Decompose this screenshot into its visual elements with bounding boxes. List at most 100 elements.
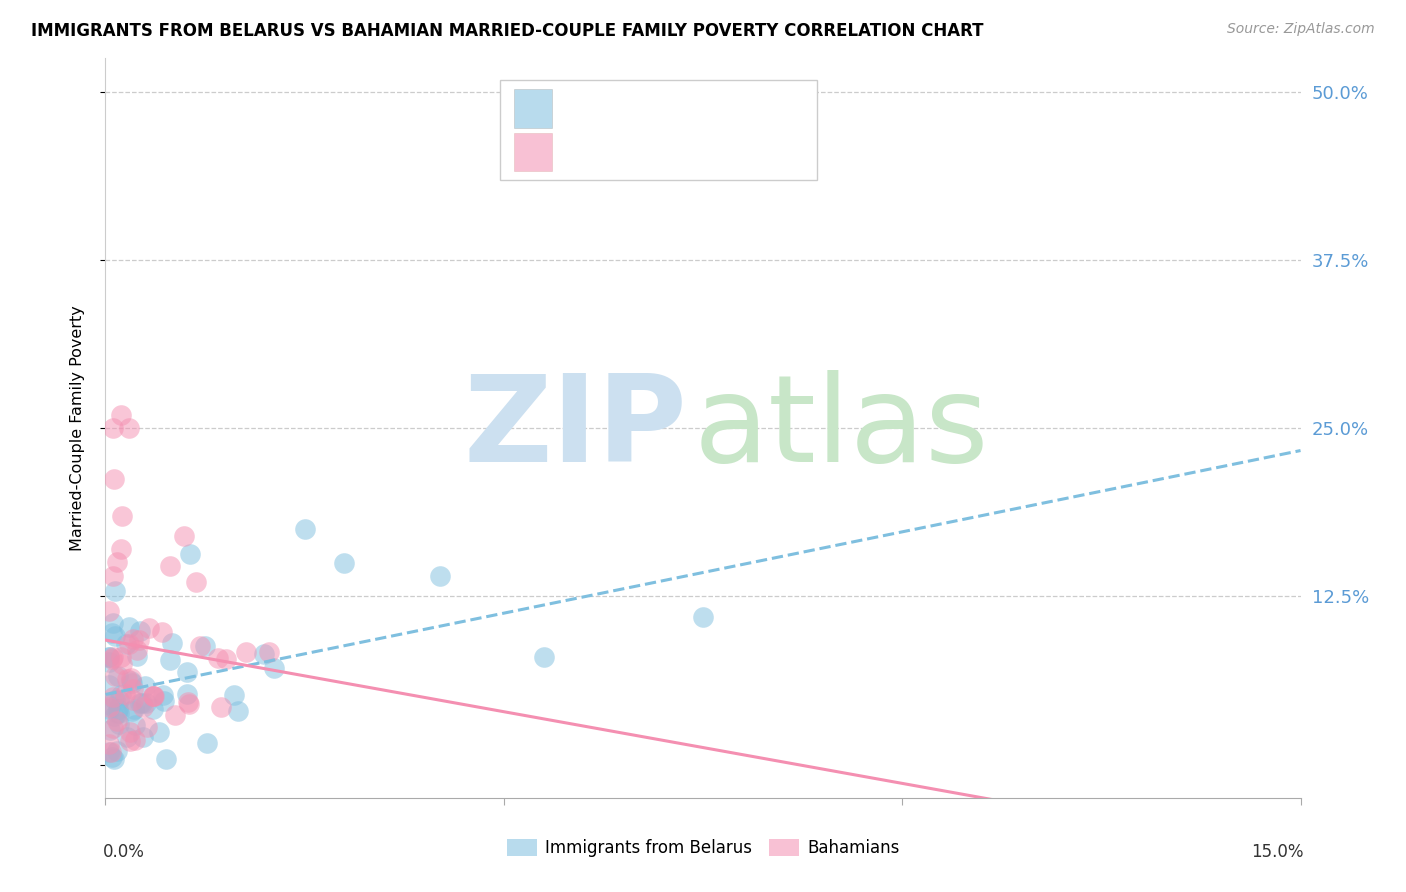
Point [153, 694, 176, 708]
Point [114, 687, 136, 701]
Point [120, 733, 142, 747]
FancyBboxPatch shape [515, 89, 553, 128]
Point [115, 672, 138, 686]
Point [179, 547, 201, 561]
Point [207, 650, 229, 665]
Point [263, 661, 285, 675]
Point [110, 408, 132, 422]
Point [124, 702, 146, 716]
Point [121, 632, 143, 647]
Point [136, 720, 159, 734]
Point [121, 704, 143, 718]
Point [122, 693, 145, 707]
Point [98, 702, 121, 716]
Point [101, 615, 124, 630]
Text: R = 0.185: R = 0.185 [567, 99, 657, 118]
Point [98, 723, 121, 738]
Point [104, 669, 127, 683]
Point [105, 555, 128, 569]
Point [129, 696, 152, 710]
Point [132, 700, 155, 714]
Point [104, 584, 127, 599]
Point [253, 647, 276, 661]
Point [100, 626, 122, 640]
Point [533, 650, 555, 665]
Point [163, 707, 186, 722]
Point [115, 730, 138, 744]
Point [132, 731, 155, 745]
Point [142, 689, 165, 703]
Text: Source: ZipAtlas.com: Source: ZipAtlas.com [1227, 22, 1375, 37]
Point [125, 643, 148, 657]
Point [98, 655, 121, 669]
Point [120, 673, 142, 688]
Point [148, 725, 170, 739]
Point [257, 645, 280, 659]
Point [118, 421, 141, 435]
FancyBboxPatch shape [515, 133, 553, 171]
Point [100, 652, 122, 666]
Point [98, 698, 121, 712]
Point [222, 688, 245, 702]
Point [98, 745, 121, 759]
Point [176, 665, 198, 679]
Point [152, 688, 174, 702]
Point [101, 721, 124, 735]
Point [135, 697, 157, 711]
Point [103, 421, 125, 435]
Point [138, 621, 160, 635]
Point [101, 649, 124, 664]
Point [209, 700, 232, 714]
Point [120, 725, 142, 739]
Point [98, 604, 121, 618]
Text: 0.0%: 0.0% [103, 843, 145, 861]
Point [124, 718, 146, 732]
Point [98, 678, 121, 692]
Text: N = 60: N = 60 [690, 99, 752, 118]
Point [294, 522, 316, 536]
Point [128, 633, 150, 648]
Point [186, 574, 208, 589]
Point [150, 624, 173, 639]
Point [118, 636, 141, 650]
Point [100, 745, 122, 759]
Point [98, 649, 121, 664]
Point [188, 639, 211, 653]
Point [159, 558, 181, 573]
Point [197, 736, 219, 750]
Point [110, 542, 132, 557]
Point [142, 701, 165, 715]
Point [107, 669, 129, 683]
Point [125, 649, 148, 664]
Point [117, 620, 139, 634]
Point [103, 692, 125, 706]
Text: 15.0%: 15.0% [1251, 843, 1303, 861]
Text: R = 0.591: R = 0.591 [567, 143, 657, 161]
Text: N =  51: N = 51 [690, 143, 758, 161]
Text: ZIP: ZIP [464, 369, 688, 487]
Point [429, 569, 451, 583]
Point [121, 681, 143, 696]
Point [103, 472, 125, 486]
Point [101, 750, 124, 764]
Point [108, 706, 131, 720]
Point [105, 714, 128, 728]
Point [98, 700, 121, 714]
Point [124, 733, 146, 747]
Point [107, 693, 129, 707]
Point [177, 695, 200, 709]
Point [108, 717, 131, 731]
Point [333, 556, 356, 570]
Point [142, 689, 165, 703]
FancyBboxPatch shape [501, 80, 817, 180]
Point [214, 652, 236, 666]
Point [105, 744, 128, 758]
Point [155, 752, 177, 766]
Point [111, 657, 134, 672]
Point [131, 697, 153, 711]
Point [142, 690, 165, 704]
Point [111, 509, 134, 524]
Point [103, 709, 125, 723]
Text: IMMIGRANTS FROM BELARUS VS BAHAMIAN MARRIED-COUPLE FAMILY POVERTY CORRELATION CH: IMMIGRANTS FROM BELARUS VS BAHAMIAN MARR… [31, 22, 983, 40]
Point [179, 697, 201, 711]
